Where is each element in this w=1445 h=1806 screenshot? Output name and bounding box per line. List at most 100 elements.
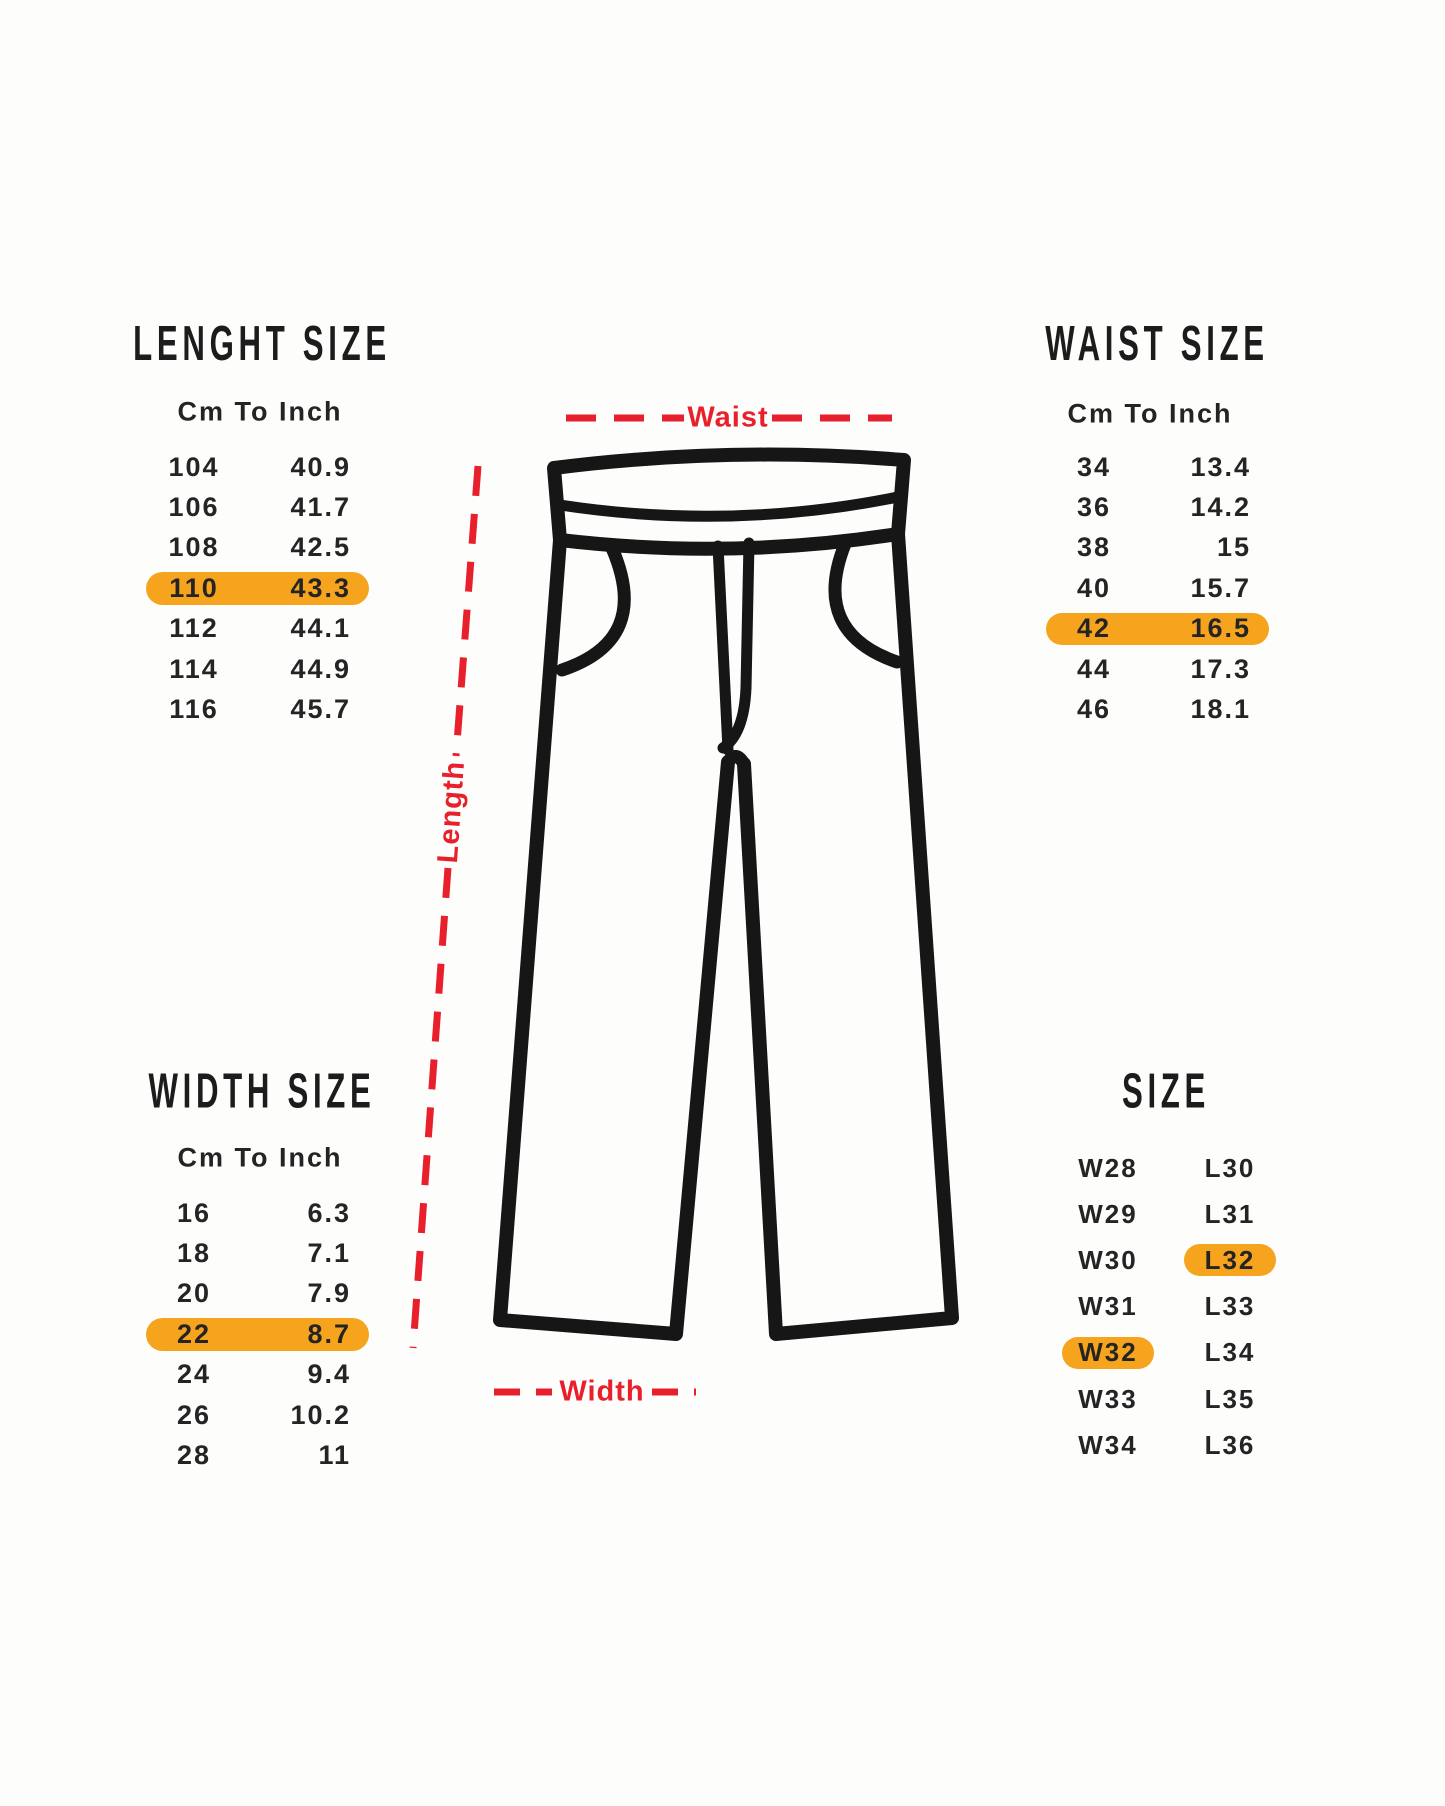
table-row: 108 42.5 [150, 528, 367, 568]
pants-right-leg [737, 527, 959, 1341]
waist-table-header: Cm To Inch [1067, 398, 1233, 429]
cm-value: 20 [176, 1278, 212, 1309]
table-row: 46 18.1 [1050, 689, 1267, 729]
pants-fly-left [712, 540, 734, 756]
table-row: 16 6.3 [150, 1193, 367, 1233]
w-size-value: W30 [1078, 1244, 1138, 1275]
length-table: 104 40.9 106 41.7 108 42.5 110 43.3 112 44.1 … [146, 447, 369, 730]
table-row: W34 L36 [1058, 1422, 1280, 1468]
waist-table: 34 13.4 36 14.2 38 15 40 15.7 42 16.5 44 17.3 … [1046, 447, 1269, 730]
cm-value: 110 [169, 572, 219, 603]
table-row: W29 L31 [1058, 1191, 1280, 1237]
table-row: 106 41.7 [150, 487, 367, 527]
inch-value: 9.4 [307, 1359, 351, 1390]
inch-value: 13.4 [1190, 451, 1251, 482]
width-dimension-label: Width [559, 1375, 645, 1408]
w-size-value: W28 [1078, 1152, 1138, 1183]
w-size-value: W31 [1078, 1291, 1138, 1322]
width-table-header: Cm To Inch [177, 1142, 343, 1173]
cm-value: 42 [1076, 613, 1112, 644]
cm-value: 18 [176, 1238, 212, 1269]
pants-left-pocket [555, 541, 631, 677]
inch-value: 16.5 [1190, 613, 1251, 644]
w-size-value: W34 [1078, 1429, 1138, 1460]
width-table: 16 6.3 18 7.1 20 7.9 22 8.7 24 9.4 26 10.2 28 1… [146, 1193, 369, 1476]
cm-value: 116 [169, 694, 219, 725]
cm-value: 112 [169, 613, 219, 644]
pants-right-pocket [828, 537, 904, 669]
table-row: 38 15 [1050, 528, 1267, 568]
table-row-highlighted: 42 16.5 [1046, 609, 1269, 649]
l-size-value: L35 [1204, 1383, 1256, 1414]
table-row: 34 13.4 [1050, 447, 1267, 487]
l-size-value: L30 [1204, 1152, 1256, 1183]
waist-dimension-label: Waist [687, 401, 769, 434]
table-row: 116 45.7 [150, 689, 367, 729]
cm-value: 44 [1076, 653, 1112, 684]
inch-value: 43.3 [290, 572, 351, 603]
inch-value: 11 [318, 1440, 351, 1471]
cm-value: 106 [168, 492, 220, 523]
l-size-value: L34 [1204, 1337, 1256, 1368]
length-table-title: LENGHT SIZE [133, 317, 391, 372]
length-table-header: Cm To Inch [177, 396, 343, 427]
table-row: 20 7.9 [150, 1274, 367, 1314]
cm-value: 114 [169, 653, 219, 684]
l-size-value: L31 [1204, 1198, 1256, 1229]
dimension-lines [409, 414, 892, 1396]
pants-left-leg [493, 533, 735, 1341]
table-row: W30 L32 [1058, 1237, 1280, 1283]
table-row-highlighted: 110 43.3 [146, 568, 369, 608]
table-row: 40 15.7 [1050, 568, 1267, 608]
inch-value: 7.9 [307, 1278, 351, 1309]
length-dash-bottom [409, 867, 452, 1349]
inch-value: 40.9 [290, 451, 351, 482]
table-row-highlighted: 22 8.7 [146, 1314, 369, 1354]
inch-value: 6.3 [307, 1197, 351, 1228]
table-row: 112 44.1 [150, 609, 367, 649]
inch-value: 42.5 [290, 532, 351, 563]
inch-value: 17.3 [1190, 653, 1251, 684]
inch-value: 45.7 [290, 694, 351, 725]
cm-value: 28 [176, 1440, 212, 1471]
inch-value: 7.1 [307, 1238, 351, 1269]
pants-crotch [721, 750, 751, 771]
cm-value: 104 [168, 451, 220, 482]
inch-value: 10.2 [290, 1399, 351, 1430]
inch-value: 15.7 [1190, 572, 1251, 603]
size-table: W28 L30 W29 L31 W30 L32 W31 L33 W32 L34 W33 L3… [1058, 1145, 1280, 1468]
cm-value: 26 [176, 1399, 212, 1430]
table-row: 18 7.1 [150, 1233, 367, 1273]
l-size-value: L36 [1204, 1429, 1256, 1460]
table-row: W33 L35 [1058, 1376, 1280, 1422]
w-size-value-highlighted: W32 [1058, 1337, 1158, 1368]
table-row: W28 L30 [1058, 1145, 1280, 1191]
inch-value: 41.7 [290, 492, 351, 523]
table-row: 44 17.3 [1050, 649, 1267, 689]
size-table-title: SIZE [1121, 1064, 1211, 1119]
l-size-value: L33 [1204, 1291, 1256, 1322]
inch-value: 8.7 [307, 1318, 351, 1349]
table-row: 114 44.9 [150, 649, 367, 689]
waist-table-title: WAIST SIZE [1045, 317, 1269, 372]
inch-value: 18.1 [1190, 694, 1251, 725]
cm-value: 108 [168, 532, 220, 563]
table-row: 28 11 [150, 1435, 367, 1475]
cm-value: 24 [176, 1359, 212, 1390]
table-row: 36 14.2 [1050, 487, 1267, 527]
pants-fly-stitch [717, 537, 755, 754]
table-row: W32 L34 [1058, 1330, 1280, 1376]
length-dash-top [452, 465, 482, 757]
cm-value: 16 [176, 1197, 212, 1228]
inch-value: 14.2 [1190, 492, 1251, 523]
table-row: W31 L33 [1058, 1284, 1280, 1330]
cm-value: 38 [1076, 532, 1112, 563]
table-row: 26 10.2 [150, 1395, 367, 1435]
table-row: 104 40.9 [150, 447, 367, 487]
width-table-title: WIDTH SIZE [148, 1064, 376, 1119]
cm-value: 36 [1076, 492, 1112, 523]
w-size-value: W33 [1078, 1383, 1138, 1414]
inch-value: 15 [1216, 532, 1251, 563]
table-row: 24 9.4 [150, 1355, 367, 1395]
